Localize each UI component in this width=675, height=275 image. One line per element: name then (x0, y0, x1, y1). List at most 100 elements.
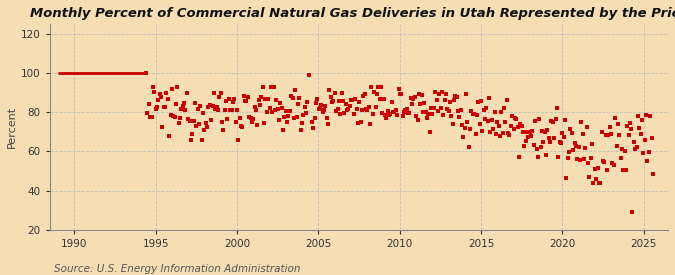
Point (487, 118, 497, 122)
Point (146, 115, 157, 119)
Point (466, 109, 477, 113)
Point (373, 85, 383, 90)
Point (313, 107, 324, 111)
Point (591, 177, 601, 182)
Point (581, 125, 592, 129)
Point (355, 119, 366, 124)
Point (620, 168, 631, 172)
Point (215, 91, 226, 95)
Point (414, 91, 425, 96)
Point (434, 92, 445, 96)
Point (346, 97, 356, 102)
Point (363, 105, 374, 110)
Point (441, 92, 452, 96)
Point (370, 105, 381, 109)
Point (595, 180, 605, 185)
Point (179, 101, 190, 106)
Point (603, 133, 614, 138)
Point (284, 108, 295, 113)
Point (163, 97, 173, 101)
Point (292, 102, 303, 106)
Point (168, 114, 179, 118)
Point (172, 84, 183, 89)
Point (151, 107, 161, 111)
Point (184, 119, 195, 123)
Point (242, 95, 253, 100)
Point (250, 107, 261, 112)
Point (404, 111, 415, 116)
Point (460, 92, 471, 96)
Point (550, 117, 561, 122)
Point (175, 115, 186, 120)
Point (222, 116, 233, 121)
Point (283, 114, 294, 119)
Point (529, 142, 539, 147)
Point (160, 105, 171, 109)
Point (508, 127, 519, 131)
Point (226, 107, 237, 112)
Point (483, 119, 493, 123)
Point (416, 93, 427, 97)
Y-axis label: Percent: Percent (7, 106, 17, 148)
Point (435, 105, 446, 110)
Point (476, 99, 487, 104)
Point (624, 120, 635, 125)
Point (256, 95, 267, 100)
Point (455, 108, 466, 112)
Point (253, 98, 264, 102)
Point (240, 99, 250, 103)
Point (642, 159, 653, 163)
Point (374, 97, 385, 101)
Point (418, 110, 429, 114)
Point (288, 116, 299, 120)
Point (583, 161, 593, 166)
Point (592, 166, 603, 170)
Point (442, 106, 453, 111)
Point (572, 156, 583, 161)
Point (468, 112, 479, 117)
Point (632, 114, 643, 119)
Point (209, 91, 219, 95)
Point (362, 108, 373, 112)
Point (450, 94, 461, 98)
Point (350, 97, 360, 101)
Point (364, 122, 375, 127)
Point (148, 84, 159, 89)
Point (605, 132, 616, 136)
Point (152, 104, 163, 109)
Point (332, 107, 343, 111)
Point (473, 100, 484, 104)
Point (252, 123, 263, 127)
Point (589, 167, 600, 172)
Point (359, 92, 370, 97)
Point (225, 108, 236, 112)
Point (523, 134, 534, 139)
Point (229, 97, 240, 101)
Point (385, 112, 396, 117)
Point (569, 141, 580, 145)
Point (264, 106, 275, 110)
Point (236, 123, 246, 128)
Point (190, 101, 200, 105)
Point (338, 99, 348, 103)
Point (210, 107, 221, 111)
Point (459, 126, 470, 130)
Point (503, 131, 514, 136)
Point (519, 144, 530, 148)
Point (155, 92, 165, 97)
Point (449, 98, 460, 102)
Point (580, 145, 591, 150)
Point (383, 113, 394, 117)
Point (607, 161, 618, 166)
Point (616, 146, 627, 151)
Point (484, 95, 495, 100)
Point (249, 105, 260, 109)
Point (369, 90, 379, 94)
Point (248, 117, 259, 122)
Point (324, 88, 335, 92)
Point (192, 106, 203, 111)
Point (611, 143, 622, 148)
Point (191, 124, 202, 128)
Point (356, 108, 367, 112)
Point (597, 159, 608, 163)
